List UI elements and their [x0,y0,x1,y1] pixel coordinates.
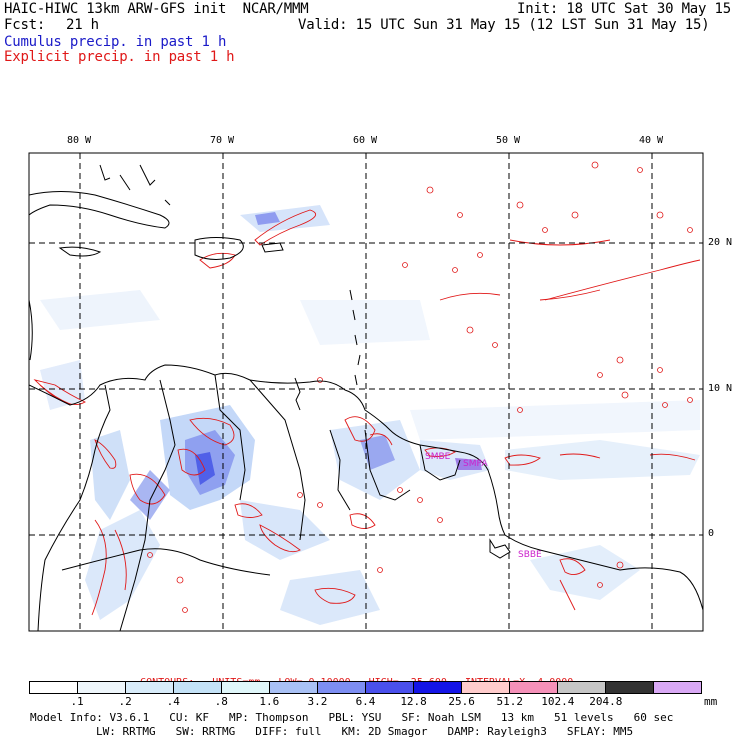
lon-label-50w: 50 W [496,135,521,146]
small-contour-cells [147,161,693,613]
colorbar-swatch [222,682,270,693]
model-info-item: KM: 2D Smagor [341,725,428,738]
colorbar [29,681,702,694]
colorbar-swatch [270,682,318,693]
lat-label-20n: 20 N [708,237,733,248]
colorbar-label: 3.2 [307,695,328,708]
colorbar-swatch [606,682,654,693]
model-info-item: 60 sec [633,711,674,724]
lon-label-80w: 80 W [67,135,92,146]
colorbar-label: 51.2 [496,695,523,708]
place-label-smpa: SMPA [463,459,488,469]
colorbar-swatch [654,682,701,693]
model-info-item: Model Info: V3.6.1 [30,711,150,724]
model-info-item: 51 levels [554,711,614,724]
model-info-item: DAMP: Rayleigh3 [447,725,547,738]
colorbar-swatch [318,682,366,693]
colorbar-label: 204.8 [589,695,623,708]
colorbar-swatch [510,682,558,693]
colorbar-label: .2 [118,695,132,708]
model-info-line-1: Model Info: V3.6.1 CU: KF MP: Thompson PBL:… [30,711,693,724]
colorbar-swatch [366,682,414,693]
colorbar-swatch [30,682,78,693]
model-info-item: MP: Thompson [228,711,309,724]
model-info-item: CU: KF [169,711,209,724]
colorbar-swatch [174,682,222,693]
colorbar-label: 25.6 [448,695,475,708]
forecast-value: 21 h [66,17,99,33]
model-info-item: SFLAY: MM5 [566,725,634,738]
colorbar-swatch [126,682,174,693]
model-info-item: DIFF: full [255,725,322,738]
cumulus-precip-areas [40,205,700,625]
lon-label-40w: 40 W [639,135,664,146]
model-info-item: SW: RRTMG [175,725,236,738]
cumulus-legend: Cumulus precip. in past 1 h [4,34,227,50]
lat-label-10n: 10 N [708,383,733,394]
colorbar-swatch [462,682,510,693]
model-info-item: PBL: YSU [328,711,382,724]
valid-time: Valid: 15 UTC Sun 31 May 15 (12 LST Sun … [298,17,710,33]
graticule [29,153,703,631]
colorbar-units: mm [704,695,718,708]
colorbar-label: .8 [214,695,228,708]
lon-label-60w: 60 W [353,135,378,146]
model-title: HAIC-HIWC 13km ARW-GFS init NCAR/MMM [4,1,309,17]
explicit-legend: Explicit precip. in past 1 h [4,49,235,65]
colorbar-label: 12.8 [400,695,427,708]
colorbar-swatch [78,682,126,693]
model-info-line-2: LW: RRTMG SW: RRTMG DIFF: full KM: 2D Smago… [96,725,653,738]
colorbar-label: .1 [70,695,84,708]
colorbar-swatch [414,682,462,693]
init-time: Init: 18 UTC Sat 30 May 15 [517,1,731,17]
model-info-item: LW: RRTMG [96,725,156,738]
explicit-precip-contours [33,209,701,616]
lat-label-0: 0 [708,528,715,539]
colorbar-label: 6.4 [355,695,376,708]
coastlines [29,164,703,631]
model-info-item: SF: Noah LSM [401,711,481,724]
forecast-label: Fcst: [4,17,46,33]
colorbar-label: .4 [166,695,180,708]
model-info-item: 13 km [500,711,535,724]
place-label-sbbe: SBBE [518,550,542,560]
colorbar-swatch [558,682,606,693]
colorbar-label: 102.4 [541,695,575,708]
place-label-smbe: SMBE [425,452,451,462]
colorbar-label: 1.6 [259,695,280,708]
lon-label-70w: 70 W [210,135,235,146]
